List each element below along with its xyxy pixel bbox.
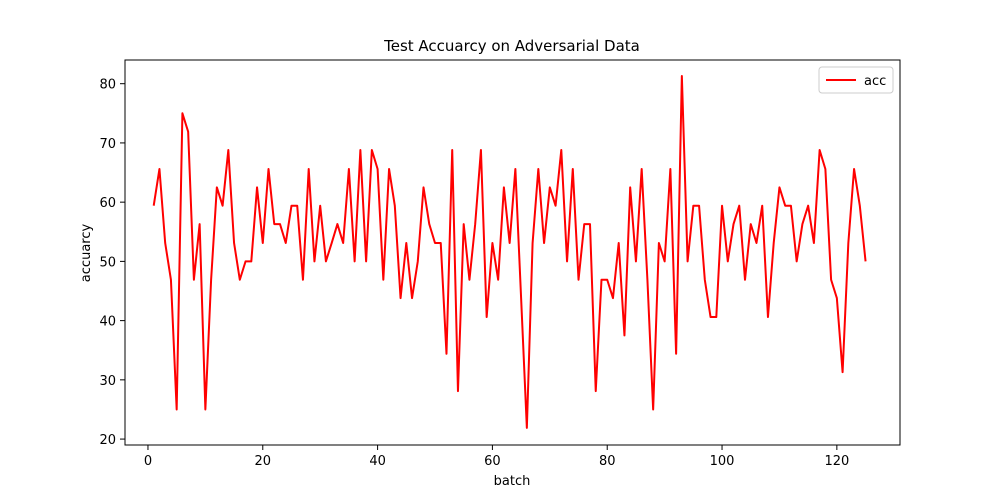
y-axis-label: accuarcy <box>79 224 94 283</box>
y-tick-label: 70 <box>99 137 116 152</box>
y-tick-label: 50 <box>99 255 116 270</box>
y-tick-label: 20 <box>99 433 116 448</box>
y-axis: 20 30 40 50 60 70 80 <box>99 78 125 448</box>
chart-title: Test Accuarcy on Adversarial Data <box>383 37 640 55</box>
x-tick-label: 40 <box>369 454 386 469</box>
legend: acc <box>818 66 894 94</box>
x-tick-label: 20 <box>255 454 272 469</box>
x-tick-label: 120 <box>824 454 849 469</box>
x-tick-label: 100 <box>710 454 735 469</box>
x-axis-label: batch <box>494 474 531 489</box>
y-tick-label: 40 <box>99 315 116 330</box>
y-tick-label: 60 <box>99 196 116 211</box>
series-line-acc <box>152 74 867 429</box>
x-tick-label: 80 <box>599 454 616 469</box>
legend-label-acc: acc <box>864 74 886 89</box>
series-layer <box>152 74 867 429</box>
x-tick-label: 0 <box>144 454 152 469</box>
y-tick-label: 80 <box>99 78 116 93</box>
x-axis: 0 20 40 60 80 100 120 <box>144 445 849 469</box>
x-tick-label: 60 <box>484 454 501 469</box>
y-tick-label: 30 <box>99 374 116 389</box>
plot-area-frame <box>124 59 901 446</box>
